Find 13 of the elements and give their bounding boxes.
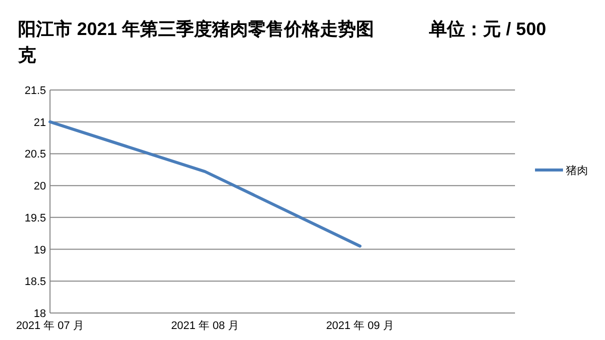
x-tick-label: 2021 年 09 月 <box>326 320 394 332</box>
y-tick-label: 21.5 <box>24 85 46 97</box>
y-tick-label: 21 <box>34 116 46 129</box>
y-tick-label: 20 <box>34 180 46 193</box>
y-tick-label: 18.5 <box>24 276 46 288</box>
x-tick-label: 2021 年 07 月 <box>16 320 84 332</box>
x-tick-label: 2021 年 08 月 <box>171 320 239 332</box>
chart-title: 阳江市 2021 年第三季度猪肉零售价格走势图 单位：元 / 500 克 <box>18 18 548 67</box>
y-tick-label: 19.5 <box>24 212 46 224</box>
y-tick-label: 20.5 <box>24 148 46 161</box>
y-tick-label: 18 <box>34 308 46 320</box>
legend-label: 猪肉 <box>566 164 588 177</box>
y-tick-label: 19 <box>34 244 46 256</box>
